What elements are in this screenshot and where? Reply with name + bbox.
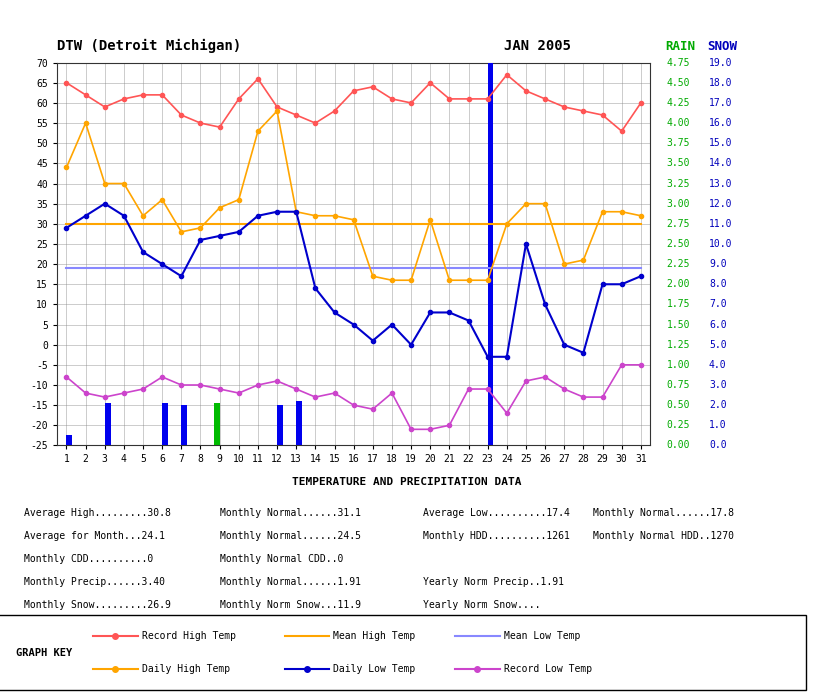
Text: Yearly Norm Snow....: Yearly Norm Snow.... bbox=[423, 600, 541, 610]
Text: 12.0: 12.0 bbox=[709, 198, 733, 209]
Bar bbox=[488, 63, 493, 445]
Text: Monthly Normal HDD..1270: Monthly Normal HDD..1270 bbox=[593, 531, 734, 541]
Text: 13.0: 13.0 bbox=[709, 179, 733, 189]
Text: Record High Temp: Record High Temp bbox=[142, 631, 237, 642]
Text: Daily High Temp: Daily High Temp bbox=[142, 663, 230, 674]
Text: Monthly Normal CDD..0: Monthly Normal CDD..0 bbox=[220, 554, 343, 564]
Bar bbox=[163, 403, 168, 445]
Text: Average Low..........17.4: Average Low..........17.4 bbox=[423, 508, 570, 518]
Text: Monthly Normal......31.1: Monthly Normal......31.1 bbox=[220, 508, 360, 518]
Text: 0.50: 0.50 bbox=[667, 400, 690, 410]
Text: 2.0: 2.0 bbox=[709, 400, 727, 410]
Bar bbox=[214, 403, 220, 445]
Text: Mean High Temp: Mean High Temp bbox=[333, 631, 415, 642]
Text: JAN 2005: JAN 2005 bbox=[504, 39, 571, 53]
Text: 1.25: 1.25 bbox=[667, 340, 690, 349]
Text: Mean Low Temp: Mean Low Temp bbox=[504, 631, 580, 642]
Text: 3.0: 3.0 bbox=[709, 380, 727, 390]
Text: 18.0: 18.0 bbox=[709, 78, 733, 88]
Text: 9.0: 9.0 bbox=[709, 259, 727, 269]
Text: 8.0: 8.0 bbox=[709, 279, 727, 290]
Text: Monthly Normal......1.91: Monthly Normal......1.91 bbox=[220, 577, 360, 587]
Text: 4.0: 4.0 bbox=[709, 360, 727, 370]
Text: GRAPH KEY: GRAPH KEY bbox=[16, 647, 72, 658]
Bar bbox=[296, 401, 302, 445]
Text: Record Low Temp: Record Low Temp bbox=[504, 663, 592, 674]
Text: 0.0: 0.0 bbox=[709, 441, 727, 450]
Text: 5.0: 5.0 bbox=[709, 340, 727, 349]
Text: Monthly HDD..........1261: Monthly HDD..........1261 bbox=[423, 531, 570, 541]
Text: 17.0: 17.0 bbox=[709, 98, 733, 108]
Text: 15.0: 15.0 bbox=[709, 139, 733, 148]
Text: SNOW: SNOW bbox=[707, 40, 737, 53]
Text: 6.0: 6.0 bbox=[709, 319, 727, 329]
Text: Monthly Norm Snow...11.9: Monthly Norm Snow...11.9 bbox=[220, 600, 360, 610]
Text: 1.50: 1.50 bbox=[667, 319, 690, 329]
Text: 4.50: 4.50 bbox=[667, 78, 690, 88]
Text: 19.0: 19.0 bbox=[709, 58, 733, 68]
Text: 1.0: 1.0 bbox=[709, 420, 727, 430]
Bar bbox=[277, 405, 283, 445]
Text: 3.25: 3.25 bbox=[667, 179, 690, 189]
Text: Daily Low Temp: Daily Low Temp bbox=[333, 663, 415, 674]
Text: Monthly Snow.........26.9: Monthly Snow.........26.9 bbox=[24, 600, 172, 610]
Text: 7.0: 7.0 bbox=[709, 299, 727, 310]
Text: 2.50: 2.50 bbox=[667, 239, 690, 249]
Text: 4.25: 4.25 bbox=[667, 98, 690, 108]
Text: 1.75: 1.75 bbox=[667, 299, 690, 310]
Text: 4.75: 4.75 bbox=[667, 58, 690, 68]
Text: 11.0: 11.0 bbox=[709, 219, 733, 229]
Text: TEMPERATURE AND PRECIPITATION DATA: TEMPERATURE AND PRECIPITATION DATA bbox=[292, 477, 521, 487]
Text: Monthly Normal......17.8: Monthly Normal......17.8 bbox=[593, 508, 734, 518]
Text: DTW (Detroit Michigan): DTW (Detroit Michigan) bbox=[57, 39, 241, 53]
Text: Monthly Normal......24.5: Monthly Normal......24.5 bbox=[220, 531, 360, 541]
Text: Average for Month...24.1: Average for Month...24.1 bbox=[24, 531, 165, 541]
Text: 10.0: 10.0 bbox=[709, 239, 733, 249]
Text: 0.25: 0.25 bbox=[667, 420, 690, 430]
Bar bbox=[67, 436, 72, 445]
Text: Monthly Precip......3.40: Monthly Precip......3.40 bbox=[24, 577, 165, 587]
Bar bbox=[181, 405, 187, 445]
Text: 14.0: 14.0 bbox=[709, 159, 733, 168]
Text: 2.00: 2.00 bbox=[667, 279, 690, 290]
Text: 4.00: 4.00 bbox=[667, 118, 690, 128]
Text: 0.00: 0.00 bbox=[667, 441, 690, 450]
Text: 3.75: 3.75 bbox=[667, 139, 690, 148]
Text: 1.00: 1.00 bbox=[667, 360, 690, 370]
Text: Monthly CDD..........0: Monthly CDD..........0 bbox=[24, 554, 154, 564]
Text: 2.25: 2.25 bbox=[667, 259, 690, 269]
Text: 2.75: 2.75 bbox=[667, 219, 690, 229]
Text: 3.00: 3.00 bbox=[667, 198, 690, 209]
Text: 3.50: 3.50 bbox=[667, 159, 690, 168]
Text: 16.0: 16.0 bbox=[709, 118, 733, 128]
Text: RAIN: RAIN bbox=[665, 40, 695, 53]
Text: Yearly Norm Precip..1.91: Yearly Norm Precip..1.91 bbox=[423, 577, 563, 587]
Text: Average High.........30.8: Average High.........30.8 bbox=[24, 508, 172, 518]
Text: 0.75: 0.75 bbox=[667, 380, 690, 390]
Bar bbox=[105, 403, 111, 445]
